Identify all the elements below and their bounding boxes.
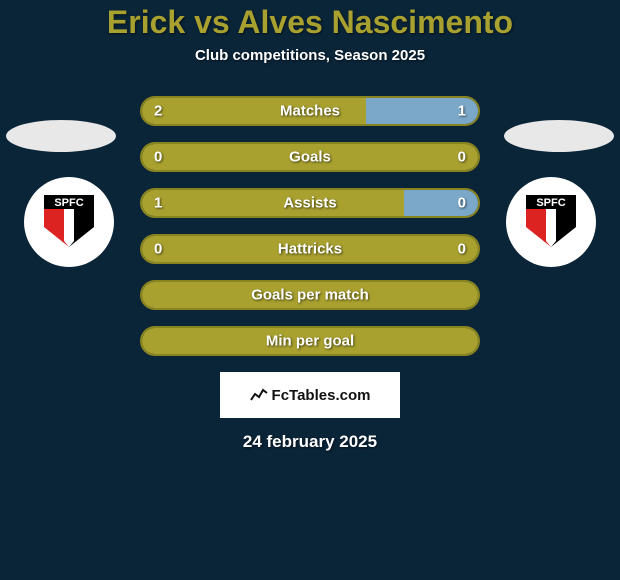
bar-label: Goals per match [251, 287, 369, 304]
bar-label: Goals [289, 149, 331, 166]
player2-name: Alves Nascimento [237, 4, 513, 40]
stat-bar-goals-per-match: Goals per match [140, 280, 480, 310]
page-title: Erick vs Alves Nascimento [0, 4, 620, 41]
bar-label: Hattricks [278, 241, 342, 258]
stat-bars: Matches21Goals00Assists10Hattricks00Goal… [140, 96, 480, 356]
stat-bar-hattricks: Hattricks 0 0 [140, 234, 480, 264]
stat-bar-goals: Goals 0 0 [140, 142, 480, 172]
svg-text:SPFC: SPFC [54, 197, 83, 209]
footer-brand: FcTables.com [220, 372, 400, 418]
bar-value-left: 1 [154, 195, 162, 212]
spfc-logo-icon: SPFC [34, 187, 104, 257]
bar-value-right: 0 [458, 149, 466, 166]
bar-fill-right [404, 190, 478, 216]
subtitle: Club competitions, Season 2025 [0, 47, 620, 64]
main-container: Erick vs Alves Nascimento Club competiti… [0, 0, 620, 452]
avatar-right [504, 120, 614, 152]
player1-name: Erick [107, 4, 185, 40]
bar-value-right: 1 [458, 103, 466, 120]
bar-value-left: 0 [154, 149, 162, 166]
vs-text: vs [194, 4, 230, 40]
bar-value-right: 0 [458, 241, 466, 258]
bar-label: Min per goal [266, 333, 354, 350]
stat-bar-min-per-goal: Min per goal [140, 326, 480, 356]
bar-fill-left [142, 190, 404, 216]
stat-bar-assists: Assists 1 0 [140, 188, 480, 218]
chart-icon [250, 386, 268, 404]
stat-bar-matches: Matches 2 1 [140, 96, 480, 126]
svg-text:SPFC: SPFC [536, 197, 565, 209]
bar-label: Assists [283, 195, 336, 212]
club-badge-left: SPFC [24, 177, 114, 267]
bar-value-left: 2 [154, 103, 162, 120]
club-badge-right: SPFC [506, 177, 596, 267]
brand-text: FcTables.com [272, 387, 371, 404]
bar-value-left: 0 [154, 241, 162, 258]
bar-value-right: 0 [458, 195, 466, 212]
avatar-left [6, 120, 116, 152]
bar-label: Matches [280, 103, 340, 120]
date-text: 24 february 2025 [0, 432, 620, 452]
spfc-logo-icon: SPFC [516, 187, 586, 257]
